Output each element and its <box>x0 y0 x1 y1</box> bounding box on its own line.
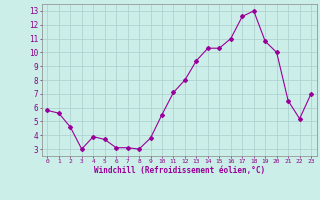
X-axis label: Windchill (Refroidissement éolien,°C): Windchill (Refroidissement éolien,°C) <box>94 166 265 175</box>
